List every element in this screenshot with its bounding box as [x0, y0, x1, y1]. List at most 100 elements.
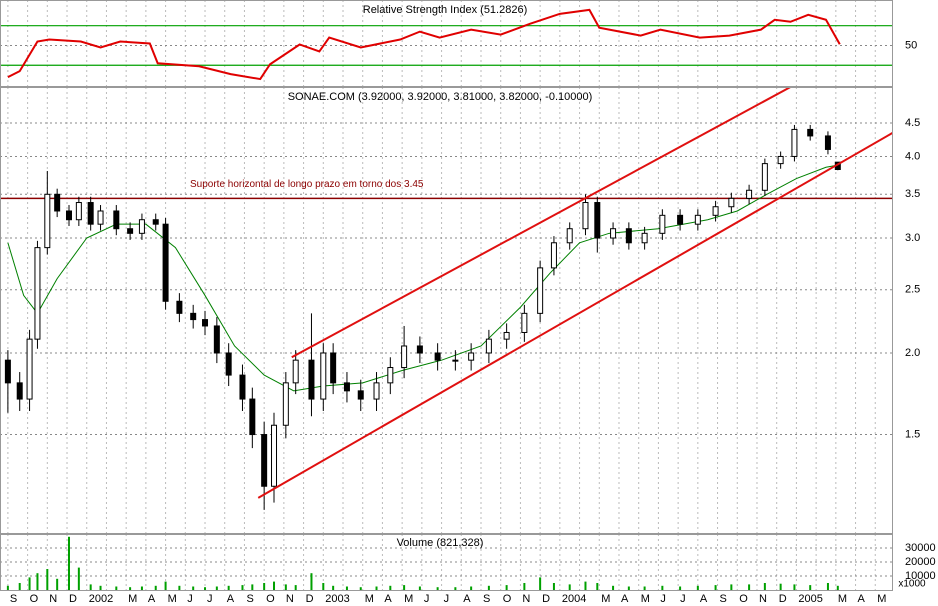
volume-bar [505, 585, 508, 590]
x-tick-label: J [660, 593, 666, 605]
candle-body [550, 242, 557, 269]
volume-bar [192, 586, 195, 590]
volume-bar [322, 583, 325, 590]
candle-body [373, 382, 380, 400]
panel-1 [0, 87, 893, 533]
candle-body [54, 193, 61, 212]
candle-body [97, 210, 104, 225]
x-tick-label: D [779, 593, 787, 605]
candle-body [308, 359, 315, 400]
volume-bar [204, 587, 207, 590]
x-tick-label: M [128, 593, 137, 605]
rsi-frame [0, 0, 893, 87]
candle-body [282, 382, 289, 426]
x-tick-label: J [187, 593, 193, 605]
candle-body [292, 359, 299, 384]
x-tick-label: N [49, 593, 57, 605]
candle-body [503, 331, 510, 340]
volume-bar [67, 536, 70, 590]
y-tick-label: 4.0 [905, 150, 920, 162]
rsi-title: Relative Strength Index (51.2826) [363, 4, 528, 16]
candle-body [485, 338, 492, 354]
candle-body [468, 352, 475, 361]
x-tick-label: M [838, 593, 847, 605]
y-tick-label: 20000 [905, 556, 936, 568]
candle-body [320, 352, 327, 400]
x-tick-label: N [522, 593, 530, 605]
volume-bar [375, 586, 378, 590]
x-tick-label: O [266, 593, 275, 605]
volume-bar [154, 585, 157, 590]
candle-body [521, 312, 528, 333]
rsi-line [7, 8, 841, 81]
x-tick-label: S [720, 593, 727, 605]
volume-bar [389, 585, 392, 590]
x-tick-label: A [621, 593, 629, 605]
candle-body [610, 228, 617, 239]
volume-bar [596, 583, 599, 590]
volume-bar [779, 583, 782, 590]
volume-bar [310, 573, 313, 590]
volume-bar [552, 583, 555, 590]
candle-body [824, 135, 831, 150]
candle-body [271, 424, 278, 487]
x-tick-label: 2004 [562, 593, 586, 605]
candle-body [594, 202, 601, 239]
candle-body [694, 214, 701, 225]
candle-body [249, 398, 256, 436]
volume-bar [487, 585, 490, 590]
candle-body [641, 232, 648, 244]
candle-body [625, 228, 632, 244]
candle-body [746, 189, 753, 199]
volume-bar [56, 578, 59, 590]
candle-body [65, 210, 72, 221]
volume-bar [584, 581, 587, 590]
candle-body [659, 214, 666, 234]
candle-body [225, 352, 232, 376]
candle-body [127, 228, 134, 234]
candle-body [343, 382, 350, 392]
volume-bar [273, 581, 276, 590]
x-tick-label: 2003 [325, 593, 349, 605]
volume-bar [18, 583, 21, 590]
y-tick-label: 30000 [905, 542, 936, 554]
volume-bar [763, 583, 766, 590]
volume-bar [178, 585, 181, 590]
volume-bar [454, 587, 457, 590]
x-tick-label: N [759, 593, 767, 605]
y-tick-label: 3.5 [905, 188, 920, 200]
y-tick-label: 2.5 [905, 284, 920, 296]
candle-body [807, 128, 814, 137]
volume-bar [748, 584, 751, 590]
price-title: SONAE.COM (3.92000, 3.92000, 3.81000, 3.… [288, 91, 593, 103]
x-tick-label: O [503, 593, 512, 605]
candle-body [401, 345, 408, 369]
x-tick-label: S [483, 593, 490, 605]
candle-body [261, 434, 268, 487]
volume-bar [612, 585, 615, 590]
x-tick-label: M [365, 593, 374, 605]
volume-bar [359, 587, 362, 590]
volume-bar [164, 581, 167, 590]
x-tick-label: S [246, 593, 253, 605]
support-annotation: Suporte horizontal de longo prazo em tor… [190, 179, 424, 190]
candle-body [152, 219, 159, 225]
candle-body [761, 163, 768, 191]
panel-2 [0, 534, 893, 590]
candle-body [4, 359, 11, 384]
candle-body [162, 223, 169, 302]
candle-body [777, 155, 784, 165]
volume-bar [294, 585, 297, 590]
x-tick-label: J [680, 593, 686, 605]
candle-body [677, 214, 684, 225]
volume-title: Volume (821,328) [397, 537, 484, 549]
candle-body [537, 267, 544, 314]
panel-0 [0, 0, 893, 86]
x-tick-label: A [227, 593, 235, 605]
trend-line [257, 131, 893, 499]
candle-body [190, 312, 197, 321]
x-tick-label: M [601, 593, 610, 605]
volume-bar [251, 584, 254, 590]
